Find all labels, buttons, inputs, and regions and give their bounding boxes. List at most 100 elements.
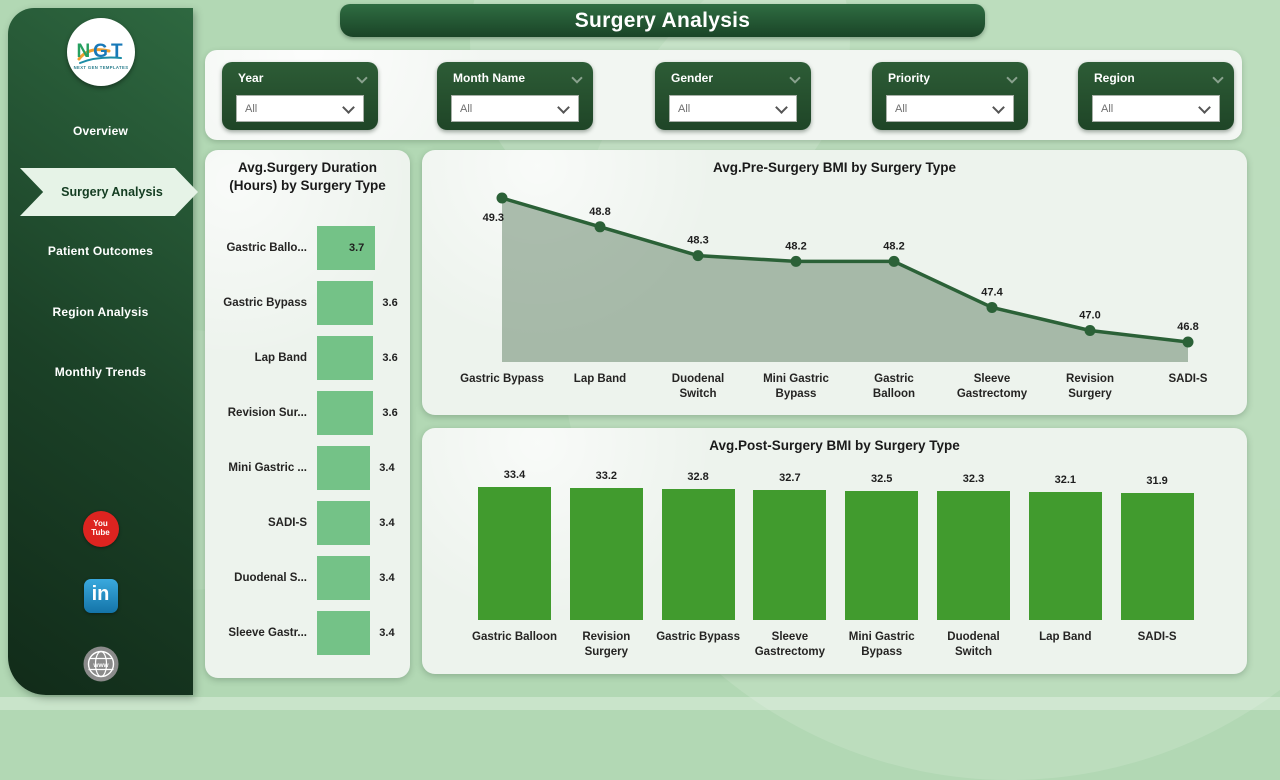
sidebar-item-label: Region Analysis [52,305,149,319]
duration-row: Sleeve Gastr... 3.4 [205,605,410,660]
pre-bmi-axis-label: SADI-S [1168,373,1208,385]
post-bmi-bar[interactable] [478,487,551,620]
area-data-point[interactable] [888,255,900,267]
post-bmi-bar[interactable] [661,489,735,620]
post-bmi-axis-label: Gastric Bypass [656,631,740,643]
duration-bar[interactable] [317,445,371,490]
youtube-icon-text: Tube [91,528,110,537]
post-bmi-axis-label: Revision Surgery [582,631,631,658]
chevron-down-icon [557,100,570,114]
area-value-label: 49.3 [483,212,504,224]
filter-dropdown-region[interactable]: All [1092,95,1220,122]
area-data-point[interactable] [1182,336,1194,348]
area-data-point[interactable] [1084,324,1096,336]
pre-bmi-area-svg: 49.3 48.8 48.3 48.2 48.2 47.4 47.0 46.8 [483,192,1199,362]
filter-dropdown-month-name[interactable]: All [451,95,579,122]
filter-selected-value: All [1101,102,1114,115]
linkedin-icon[interactable]: in [83,579,118,613]
area-data-point[interactable] [496,192,508,204]
post-bmi-bar[interactable] [937,491,1010,620]
duration-bar[interactable] [317,555,371,600]
duration-value-label: 3.4 [379,461,395,474]
avg-surgery-duration-chart-panel: Avg.Surgery Duration (Hours) by Surgery … [205,150,410,678]
filter-card-gender: Gender All [655,62,811,130]
duration-row: Gastric Bypass 3.6 [205,275,410,330]
filter-dropdown-gender[interactable]: All [669,95,797,122]
duration-bar[interactable] [317,225,375,270]
sidebar-item-label: Patient Outcomes [47,244,154,258]
post-bmi-axis-label: Mini Gastric Bypass [848,631,915,658]
duration-value-label: 3.6 [382,351,398,364]
sidebar-item-label: Monthly Trends [54,365,147,379]
duration-category-label: Gastric Ballo... [226,241,307,254]
chevron-down-icon [775,100,788,114]
area-value-label: 48.2 [883,240,904,252]
pre-bmi-axis-label: Duodenal Switch [671,373,725,400]
duration-category-label: Mini Gastric ... [228,461,307,474]
filter-label: Region [1094,71,1135,85]
post-bmi-value-label: 33.4 [503,469,526,481]
duration-bar[interactable] [317,335,374,380]
post-bmi-value-label: 32.7 [779,471,801,484]
sidebar-item-overview[interactable]: Overview [8,124,193,138]
duration-category-label: SADI-S [268,516,307,529]
post-bmi-axis-label: Lap Band [1039,631,1092,643]
duration-value-label: 3.4 [379,516,395,529]
post-bmi-axis-label: SADI-S [1137,631,1177,643]
filter-card-year: Year All [222,62,378,130]
sidebar-item-region-analysis[interactable]: Region Analysis [8,305,193,319]
area-data-point[interactable] [790,255,802,267]
svg-text:NEXT GEN TEMPLATES: NEXT GEN TEMPLATES [73,65,128,70]
post-bmi-bar[interactable] [1120,492,1194,620]
post-bmi-bar[interactable] [753,489,827,620]
chevron-down-icon[interactable] [356,72,368,84]
area-data-point[interactable] [986,301,998,313]
bottom-accent-strip [0,697,1280,710]
chevron-down-icon[interactable] [789,72,801,84]
area-value-label: 48.8 [589,206,610,218]
sidebar-item-surgery-analysis[interactable]: Surgery Analysis [20,168,198,216]
area-value-label: 48.2 [785,240,806,252]
chevron-down-icon[interactable] [571,72,583,84]
pre-bmi-axis-label: Gastric Balloon [872,373,916,400]
post-bmi-bar[interactable] [1028,492,1102,620]
duration-value-label: 3.6 [382,296,398,309]
post-bmi-bar[interactable] [569,487,643,620]
duration-row: Gastric Ballo... 3.7 [205,220,410,275]
area-data-point[interactable] [692,250,704,262]
chevron-down-icon[interactable] [1006,72,1018,84]
filter-dropdown-year[interactable]: All [236,95,364,122]
filter-card-priority: Priority All [872,62,1028,130]
area-value-label: 48.3 [687,235,708,247]
duration-bar[interactable] [317,610,371,655]
area-data-point[interactable] [594,221,606,233]
sidebar-item-label: Surgery Analysis [61,185,163,199]
duration-bar[interactable] [317,280,374,325]
filter-strip: Year All Month Name All Gender All Priority All… [205,50,1242,140]
duration-bar[interactable] [317,500,371,545]
duration-row: Duodenal S... 3.4 [205,550,410,605]
post-bmi-chart-title: Avg.Post-Surgery BMI by Surgery Type [709,438,960,453]
duration-row: Revision Sur... 3.6 [205,385,410,440]
post-bmi-chart-plot: 33.4 Gastric Balloon 33.2 Revision Surgery 32… [422,428,1247,674]
duration-row: Lap Band 3.6 [205,330,410,385]
website-globe-icon[interactable]: www [82,645,120,683]
filter-label: Year [238,71,264,85]
youtube-icon[interactable]: You Tube [82,511,119,547]
post-bmi-value-label: 32.3 [962,473,985,486]
filter-label: Priority [888,71,931,85]
sidebar-item-label: Overview [73,124,128,138]
duration-bar[interactable] [317,390,374,435]
pre-bmi-axis-label: Revision Surgery [1066,373,1114,400]
avg-post-surgery-bmi-chart-panel: Avg.Post-Surgery BMI by Surgery Type 33.… [422,428,1247,674]
duration-value-label: 3.7 [349,241,365,254]
area-value-label: 47.0 [1079,309,1100,321]
sidebar-item-patient-outcomes[interactable]: Patient Outcomes [8,244,193,258]
post-bmi-bar[interactable] [845,490,919,620]
sidebar-item-monthly-trends[interactable]: Monthly Trends [8,365,193,379]
filter-dropdown-priority[interactable]: All [886,95,1014,122]
duration-chart-plot: Gastric Ballo... 3.7 Gastric Bypass 3.6 Lap … [205,220,410,670]
chevron-down-icon[interactable] [1212,72,1224,84]
duration-chart-title: Avg.Surgery Duration (Hours) by Surgery … [229,160,386,194]
pre-bmi-axis-label: Mini Gastric Bypass [763,373,829,400]
